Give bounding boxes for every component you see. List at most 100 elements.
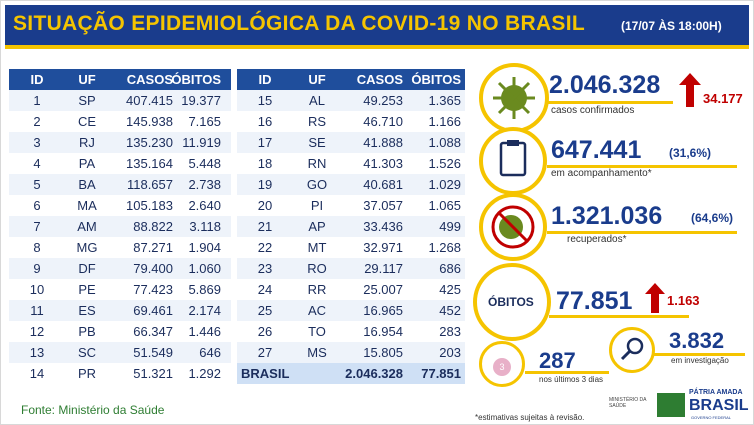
table-cell: AM [77, 219, 97, 234]
ministry: MINISTÉRIO DA SAÚDE [609, 397, 647, 409]
table-cell: 1.029 [428, 177, 461, 192]
table-cell: 79.400 [133, 261, 173, 276]
icon-deaths [473, 263, 551, 341]
table-cell: 77.423 [133, 282, 173, 297]
table-cell: 11.919 [182, 135, 221, 150]
row-bg [237, 258, 465, 279]
row-bg [237, 195, 465, 216]
table-cell: 51.321 [133, 366, 173, 381]
column-header: ÓBITOS [411, 72, 461, 87]
table-cell: 5.869 [188, 282, 221, 297]
table-cell: 15 [257, 93, 273, 108]
table-cell: 66.347 [133, 324, 173, 339]
row-bg [9, 195, 231, 216]
row-bg [9, 90, 231, 111]
table-cell: 145.938 [126, 114, 173, 129]
row-bg [237, 342, 465, 363]
table-cell: 41.888 [363, 135, 403, 150]
table-cell: 1.526 [428, 156, 461, 171]
table-cell: 118.657 [126, 177, 173, 192]
table-cell: CE [77, 114, 97, 129]
table-cell: 5 [33, 177, 41, 192]
table-cell: RS [307, 114, 327, 129]
table-cell: 1.446 [188, 324, 221, 339]
table-cell: 407.415 [126, 93, 173, 108]
clipboard-icon [499, 140, 527, 177]
header-bar [5, 5, 749, 49]
virus-icon [493, 77, 535, 119]
table-cell: PI [310, 198, 324, 213]
deaths-delta: 1.163 [667, 293, 700, 308]
column-header: ID [258, 72, 272, 87]
icon-clipboard [479, 127, 547, 195]
table-cell: 33.436 [363, 219, 403, 234]
table-cell: 283 [439, 324, 461, 339]
table-cell: 9 [33, 261, 41, 276]
recent-label: nos últimos 3 dias [539, 375, 604, 384]
table-cell: 15.805 [363, 345, 403, 360]
row-bg [9, 363, 231, 384]
monitoring-percent: (31,6%) [669, 146, 712, 160]
table-cell: 499 [439, 219, 461, 234]
table-cell: 40.681 [363, 177, 403, 192]
table-cell: 10 [29, 282, 45, 297]
row-bg [9, 216, 231, 237]
row-bg [237, 300, 465, 321]
table-cell: GO [306, 177, 328, 192]
table-cell: 4 [33, 156, 41, 171]
table-cell: 3 [33, 135, 41, 150]
underline [525, 371, 609, 374]
table-cell: 13 [29, 345, 45, 360]
table-cell: 37.057 [363, 198, 403, 213]
table-cell: 8 [33, 240, 41, 255]
table-cell: 1 [33, 93, 41, 108]
row-bg [237, 279, 465, 300]
table-cell: RN [307, 156, 327, 171]
recovered-percent: (64,6%) [691, 211, 734, 225]
table-cell: PA [78, 156, 96, 171]
table-cell: 6 [33, 198, 41, 213]
table-cell: 452 [439, 303, 461, 318]
table-cell: 16.965 [363, 303, 403, 318]
row-bg [9, 300, 231, 321]
confirmed-value: 2.046.328 [549, 71, 661, 99]
table-cell: 12 [29, 324, 45, 339]
monitoring-value: 647.441 [551, 136, 642, 164]
table-cell: ES [78, 303, 96, 318]
table-cell: 41.303 [363, 156, 403, 171]
table-cell: RJ [79, 135, 95, 150]
table-cell: 19.377 [181, 93, 221, 108]
table-cell: 2 [33, 114, 41, 129]
column-header: UF [78, 72, 96, 87]
table-cell: 2.738 [188, 177, 221, 192]
table-cell: MA [77, 198, 97, 213]
table-cell: 2.174 [188, 303, 221, 318]
underline [547, 101, 673, 104]
table-cell: 203 [439, 345, 461, 360]
table-cell: 23 [257, 261, 273, 276]
table-cell: RR [307, 282, 327, 297]
up-arrow [645, 283, 665, 313]
table-cell: 88.822 [133, 219, 173, 234]
table-cell: 11 [30, 303, 44, 318]
gov: GOVERNO FEDERAL [691, 415, 732, 420]
brand: BRASIL [689, 397, 749, 414]
table-cell: 32.971 [363, 240, 403, 255]
icon-magnifier [609, 327, 655, 373]
row-bg [9, 237, 231, 258]
row-bg [9, 279, 231, 300]
table-cell: 3.118 [189, 219, 221, 234]
table-cell: 1.166 [428, 114, 461, 129]
magnifier-icon [620, 337, 644, 361]
table-cell: 51.549 [133, 345, 173, 360]
table-cell: 135.164 [126, 156, 173, 171]
table-cell: 1.060 [188, 261, 221, 276]
table-cell: 26 [257, 324, 273, 339]
table-cell: 49.253 [363, 93, 403, 108]
row-bg [237, 237, 465, 258]
underline [547, 165, 737, 168]
icon-virus [479, 63, 549, 133]
table-cell: 7.165 [188, 114, 221, 129]
